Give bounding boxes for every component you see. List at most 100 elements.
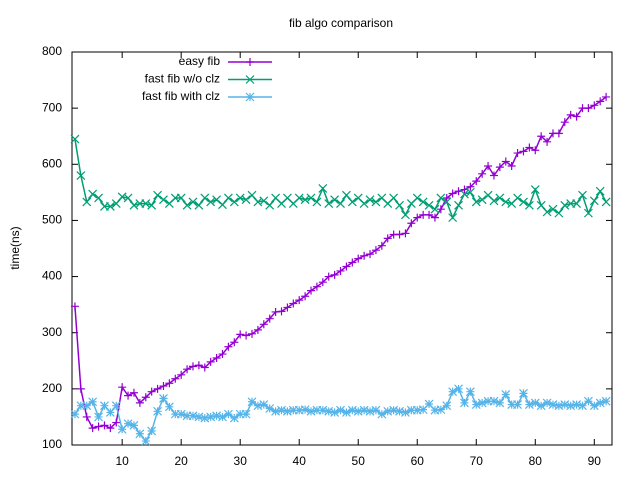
point-marker — [330, 270, 339, 279]
point-marker — [583, 208, 593, 218]
point-marker — [566, 401, 576, 411]
point-marker — [117, 424, 127, 434]
y-tick-label: 300 — [42, 325, 62, 339]
x-tick-label: 70 — [470, 454, 484, 468]
point-marker — [424, 399, 434, 409]
point-marker — [176, 193, 186, 203]
point-marker — [94, 412, 103, 422]
point-marker — [454, 200, 463, 210]
legend-marker — [246, 58, 254, 66]
point-marker — [182, 200, 192, 210]
point-marker — [70, 134, 80, 144]
point-marker — [389, 193, 399, 203]
point-marker — [519, 147, 528, 156]
point-marker — [483, 396, 493, 406]
point-marker — [365, 406, 375, 416]
point-marker — [584, 104, 593, 113]
x-tick-label: 10 — [115, 454, 129, 468]
point-marker — [407, 219, 416, 228]
x-tick-label: 50 — [352, 454, 366, 468]
point-marker — [218, 350, 227, 359]
point-marker — [105, 201, 115, 211]
point-marker — [465, 187, 475, 197]
point-marker — [401, 229, 410, 238]
point-marker — [206, 357, 215, 366]
y-tick-label: 200 — [42, 381, 62, 395]
point-marker — [253, 325, 262, 334]
point-marker — [194, 412, 204, 422]
point-marker — [424, 200, 434, 210]
point-marker — [442, 401, 452, 411]
chart-title: fib algo comparison — [289, 16, 393, 30]
point-marker — [442, 193, 451, 202]
point-marker — [542, 398, 552, 408]
point-marker — [525, 143, 534, 152]
point-marker — [76, 384, 85, 393]
point-marker — [513, 193, 522, 203]
series-line — [74, 96, 607, 430]
point-marker — [306, 193, 316, 203]
point-marker — [265, 200, 275, 210]
point-marker — [342, 408, 351, 417]
point-marker — [401, 210, 410, 220]
point-marker — [82, 412, 91, 421]
point-marker — [123, 193, 133, 203]
point-marker — [265, 404, 275, 413]
point-marker — [271, 406, 281, 416]
point-marker — [401, 408, 410, 417]
point-marker — [212, 195, 222, 205]
point-marker — [105, 408, 115, 417]
point-marker — [353, 406, 363, 416]
point-marker — [389, 405, 399, 415]
point-marker — [324, 199, 334, 209]
point-marker — [460, 189, 469, 199]
point-marker — [336, 199, 345, 209]
point-marker — [489, 396, 499, 406]
point-marker — [124, 391, 133, 400]
point-marker — [118, 383, 127, 392]
point-marker — [241, 409, 251, 419]
point-marker — [430, 405, 440, 415]
y-tick-label: 400 — [42, 269, 62, 283]
point-marker — [82, 197, 92, 207]
point-marker — [88, 397, 98, 407]
point-marker — [165, 379, 174, 388]
point-marker — [318, 405, 328, 415]
point-marker — [141, 199, 151, 209]
point-marker — [448, 387, 458, 397]
point-marker — [530, 185, 540, 194]
point-marker — [507, 161, 516, 170]
point-marker — [200, 363, 209, 372]
point-marker — [536, 401, 546, 411]
point-marker — [300, 405, 310, 415]
point-marker — [229, 197, 239, 207]
point-marker — [294, 193, 304, 203]
y-tick-label: 700 — [42, 100, 62, 114]
point-marker — [141, 436, 151, 446]
point-marker — [413, 213, 422, 222]
point-marker — [543, 137, 552, 146]
point-marker — [188, 362, 197, 371]
point-marker — [259, 320, 268, 329]
point-marker — [212, 411, 222, 421]
point-marker — [295, 296, 304, 305]
point-marker — [531, 146, 540, 155]
point-marker — [371, 405, 381, 415]
point-marker — [484, 161, 493, 170]
point-marker — [383, 406, 393, 416]
point-marker — [289, 299, 298, 308]
point-marker — [371, 197, 381, 207]
point-marker — [224, 342, 233, 351]
point-marker — [519, 388, 528, 398]
point-marker — [312, 197, 322, 207]
point-marker — [359, 405, 369, 415]
point-marker — [554, 208, 564, 218]
point-marker — [235, 409, 245, 419]
point-marker — [248, 329, 256, 338]
point-marker — [182, 411, 192, 421]
point-marker — [595, 186, 605, 196]
point-marker — [601, 396, 611, 406]
point-marker — [595, 398, 605, 408]
